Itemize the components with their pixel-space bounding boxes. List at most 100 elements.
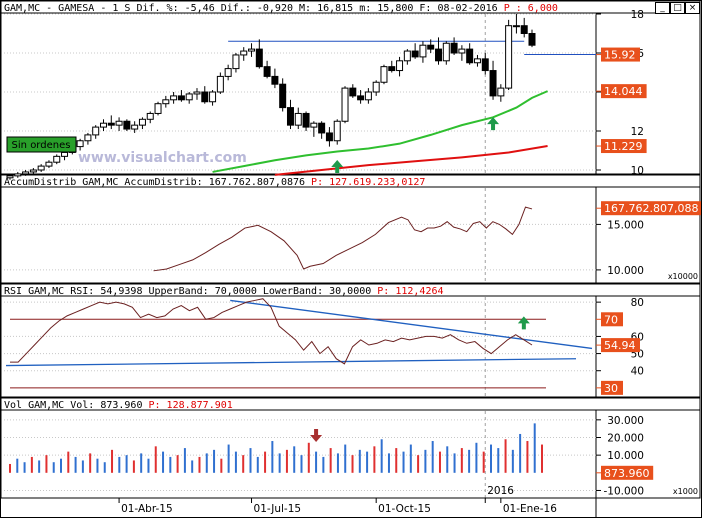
- candle-body: [99, 122, 107, 128]
- candle-body: [216, 75, 224, 93]
- volume-header: Vol_GAM,MC Vol: 873.960 P: 128.877.901: [4, 400, 233, 411]
- candle-body: [107, 122, 115, 126]
- rsi-trendline: [230, 299, 593, 350]
- volume-tick-label: 20.000: [607, 432, 644, 444]
- candle-body: [154, 103, 162, 114]
- candle-body: [232, 54, 240, 70]
- no-orders-badge: [6, 136, 77, 153]
- candle-body: [411, 50, 419, 58]
- watermark: www.visualchart.com: [78, 150, 247, 166]
- rsi-supportline: [5, 358, 577, 367]
- accum-scale-note: x10000: [668, 272, 698, 281]
- candle-body: [255, 48, 263, 68]
- candle-body: [263, 66, 271, 77]
- candle-body: [442, 42, 450, 62]
- price-price-tag: [601, 139, 647, 154]
- buy-arrow-icon: [331, 160, 344, 174]
- accum-tick-label: 15.000: [607, 219, 644, 231]
- candle-body: [333, 120, 341, 142]
- candle-body: [286, 107, 294, 126]
- candle-body: [294, 112, 302, 126]
- volume-price-tag: [601, 465, 654, 480]
- candle-body: [131, 124, 139, 130]
- x-axis-label: 01-Jul-15: [254, 503, 302, 515]
- candle-body: [248, 48, 256, 52]
- candle-body: [115, 120, 123, 126]
- accum-header: AccumDistrib_GAM,MC AccumDistrib: 167.76…: [4, 177, 425, 188]
- candle-body: [403, 50, 411, 62]
- candle-body: [349, 87, 357, 97]
- rsi-price-tag: [601, 380, 623, 395]
- volume-tick-label: 10.000: [607, 450, 644, 462]
- candle-body: [450, 42, 458, 54]
- moving-average-red: [274, 145, 548, 176]
- candle-body: [427, 44, 435, 50]
- rsi-price-tag-label: 30: [604, 382, 618, 395]
- x-axis-label: 01-Oct-15: [378, 503, 431, 515]
- candle-body: [318, 122, 326, 134]
- rsi-header: RSI_GAM,MC RSI: 54,9398 UpperBand: 70,00…: [4, 286, 444, 297]
- no-orders-label: Sin ordenes: [12, 140, 71, 151]
- candle-body: [520, 25, 528, 35]
- candle-body: [302, 112, 310, 128]
- volume-panel: [0, 397, 701, 499]
- price-price-tag-label: 14.044: [604, 85, 643, 98]
- rsi-panel: [0, 283, 701, 398]
- candle-body: [162, 99, 170, 105]
- candle-body: [372, 81, 380, 93]
- candle-body: [185, 93, 193, 101]
- volume-tick-label: -10.000: [603, 485, 644, 497]
- moving-average-green: [212, 90, 548, 173]
- candle-body: [380, 66, 388, 83]
- price-tick-label: 12: [631, 126, 644, 138]
- accum-price-tag: [601, 201, 702, 216]
- candle-body: [310, 122, 318, 128]
- volume-tick-label: 30.000: [607, 415, 644, 427]
- candle-body: [466, 48, 474, 64]
- rsi-tick-label: 80: [631, 297, 644, 309]
- candle-body: [61, 151, 69, 157]
- candle-body: [271, 75, 279, 85]
- candle-body: [29, 169, 37, 173]
- candle-body: [528, 33, 536, 46]
- candle-body: [325, 132, 333, 142]
- candle-body: [123, 120, 131, 130]
- candle-body: [489, 70, 497, 97]
- sell-arrow-icon: [310, 428, 323, 442]
- price-header: GAM,MC - GAMESA - 1 S Dif. %: -5,46 Dif.…: [4, 3, 558, 14]
- candle-body: [209, 91, 217, 103]
- rsi-price-tag-label: 54.94: [604, 339, 636, 352]
- x-axis-label: 01-Abr-15: [121, 503, 173, 515]
- candle-body: [201, 91, 209, 103]
- x-axis-label: 2016: [487, 485, 514, 497]
- maximize-button[interactable]: □: [670, 2, 685, 14]
- price-price-tag: [601, 47, 640, 62]
- rsi-buy-arrow-icon: [517, 316, 530, 330]
- volume-price-tag-label: 873.960: [604, 467, 650, 480]
- candle-body: [357, 95, 365, 101]
- price-tick-label: 18: [631, 9, 644, 21]
- candle-body: [22, 171, 30, 175]
- rsi-tick-label: 40: [631, 366, 644, 378]
- buy-arrow-icon: [487, 117, 500, 131]
- candle-body: [193, 91, 201, 95]
- candle-body: [6, 175, 14, 179]
- candle-body: [53, 155, 61, 163]
- candle-body: [177, 95, 185, 101]
- close-button[interactable]: ×: [685, 2, 700, 14]
- candle-body: [84, 134, 92, 142]
- rsi-price-tag: [601, 312, 623, 327]
- minimize-button[interactable]: _: [655, 2, 670, 14]
- candle-body: [14, 173, 22, 177]
- volume-scale-note: x1000: [673, 487, 698, 496]
- accum-distrib-line: [153, 206, 533, 272]
- rsi-line: [10, 298, 533, 365]
- candle-body: [388, 66, 396, 72]
- candle-body: [138, 118, 146, 126]
- rsi-price-tag: [601, 338, 640, 353]
- candle-body: [481, 58, 489, 72]
- candle-body: [419, 44, 427, 58]
- candle-body: [146, 112, 154, 120]
- price-price-tag: [601, 84, 647, 99]
